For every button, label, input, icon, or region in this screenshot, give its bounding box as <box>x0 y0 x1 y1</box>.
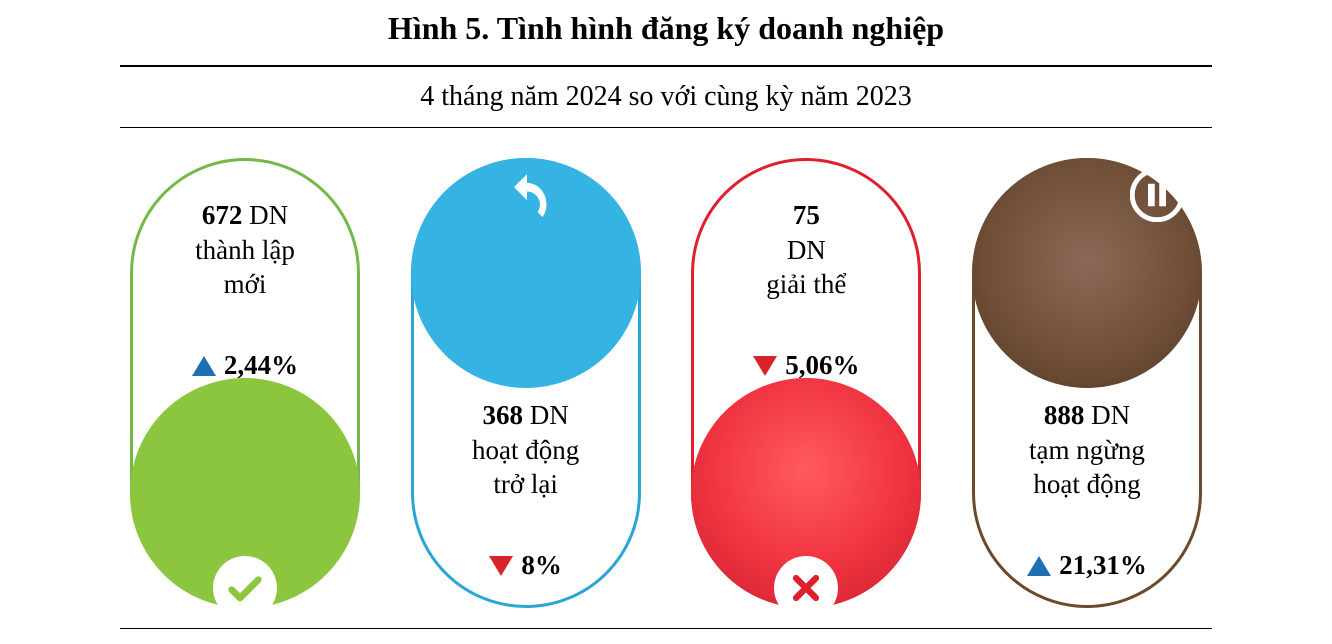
x-badge <box>774 556 838 620</box>
label-line: trở lại <box>493 469 558 499</box>
change-value: 8% <box>521 550 562 580</box>
pause-icon <box>1130 168 1184 222</box>
count-value: 75 <box>793 200 820 230</box>
count-value: 672 <box>202 200 243 230</box>
undo-icon <box>501 172 553 224</box>
x-icon <box>789 571 823 605</box>
card-text: 672 DN thành lập mới <box>130 198 360 302</box>
card-dissolved: 75 DN giải thể 5,06% <box>691 158 921 608</box>
change-line: 8% <box>411 550 641 581</box>
card-resume: 368 DN hoạt động trở lại 8% <box>411 158 641 608</box>
cards-row: 672 DN thành lập mới 2,44% 368 DN <box>120 128 1212 608</box>
card-text: 368 DN hoạt động trở lại <box>411 398 641 502</box>
count-unit: DN <box>1091 400 1130 430</box>
count-value: 888 <box>1044 400 1085 430</box>
down-triangle-icon <box>753 356 777 376</box>
count-unit: DN <box>249 200 288 230</box>
label-line: hoạt động <box>472 435 579 465</box>
change-value: 21,31% <box>1059 550 1147 580</box>
count-value: 368 <box>483 400 524 430</box>
count-unit: DN <box>530 400 569 430</box>
down-triangle-icon <box>489 556 513 576</box>
count-unit: DN <box>787 235 826 265</box>
check-icon <box>225 568 265 608</box>
card-new: 672 DN thành lập mới 2,44% <box>130 158 360 608</box>
check-badge <box>213 556 277 620</box>
card-text: 75 DN giải thể <box>691 198 921 302</box>
change-line: 2,44% <box>130 350 360 381</box>
change-value: 5,06% <box>785 350 859 380</box>
change-line: 5,06% <box>691 350 921 381</box>
rule-bottom <box>120 628 1212 629</box>
label-line: giải thể <box>766 269 846 299</box>
label-line: hoạt động <box>1033 469 1140 499</box>
card-paused: 888 DN tạm ngừng hoạt động 21,31% <box>972 158 1202 608</box>
change-line: 21,31% <box>972 550 1202 581</box>
up-triangle-icon <box>1027 556 1051 576</box>
card-text: 888 DN tạm ngừng hoạt động <box>972 398 1202 502</box>
figure-title: Hình 5. Tình hình đăng ký doanh nghiệp <box>120 10 1212 47</box>
figure-subtitle: 4 tháng năm 2024 so với cùng kỳ năm 2023 <box>120 67 1212 127</box>
up-triangle-icon <box>192 356 216 376</box>
label-line: tạm ngừng <box>1029 435 1145 465</box>
label-line: mới <box>224 269 267 299</box>
label-line: thành lập <box>195 235 295 265</box>
change-value: 2,44% <box>224 350 298 380</box>
